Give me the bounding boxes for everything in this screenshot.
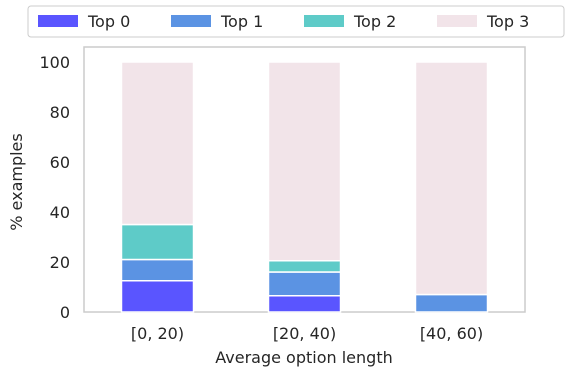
x-tick-label: [40, 60)	[420, 324, 483, 343]
x-axis-label: Average option length	[215, 348, 392, 367]
legend-swatch-2	[304, 15, 344, 27]
y-tick-label: 0	[60, 303, 70, 322]
bar-top-1-cat-1	[267, 271, 342, 297]
bar-top-2-cat-0	[120, 223, 195, 261]
bar-top-2-cat-1	[267, 260, 342, 273]
bar-top-0-cat-1	[267, 295, 342, 313]
x-tick-label: [20, 40)	[273, 324, 336, 343]
y-axis-ticks: 0 20 40 60 80 100	[39, 53, 70, 322]
bar-top-1-cat-0	[120, 258, 195, 282]
legend-label-1: Top 1	[220, 12, 263, 31]
legend-frame	[27, 5, 565, 38]
y-tick-label: 40	[50, 203, 70, 222]
y-tick-label: 100	[39, 53, 70, 72]
legend-swatch-1	[171, 15, 211, 27]
x-axis-ticks: [0, 20) [20, 40) [40, 60)	[131, 324, 483, 343]
legend-swatch-0	[38, 15, 78, 27]
legend-label-2: Top 2	[353, 12, 396, 31]
legend-label-3: Top 3	[486, 12, 529, 31]
x-tick-label: [0, 20)	[131, 324, 184, 343]
bar-top-0-cat-0	[120, 280, 195, 313]
legend-label-0: Top 0	[87, 12, 130, 31]
legend: Top 0 Top 1 Top 2 Top 3	[38, 12, 529, 31]
legend-swatch-3	[437, 15, 477, 27]
y-tick-label: 20	[50, 253, 70, 272]
bar-top-1-cat-2	[414, 293, 489, 313]
bars-group	[120, 61, 489, 313]
bar-top-3-cat-0	[120, 61, 195, 226]
bar-top-3-cat-1	[267, 61, 342, 262]
y-tick-label: 60	[50, 153, 70, 172]
bar-top-3-cat-2	[414, 61, 489, 296]
y-tick-label: 80	[50, 103, 70, 122]
y-axis-label: % examples	[7, 133, 26, 231]
